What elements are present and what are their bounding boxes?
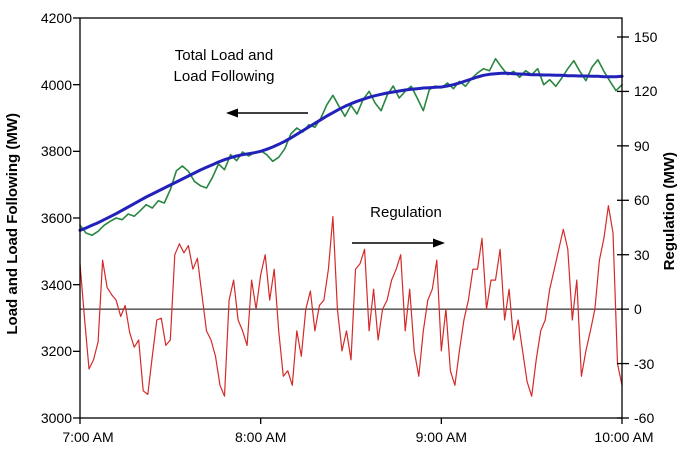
series-total-load [79, 57, 623, 237]
arrow-to-regulation-curve-head [433, 238, 445, 248]
x-axis-tick-label: 7:00 AM [62, 429, 114, 445]
left-axis-tick-label: 3400 [40, 276, 72, 293]
annotation-line: Total Load and [174, 47, 274, 64]
right-axis-tick-label: -60 [634, 410, 655, 426]
right-axis-tick-label: 150 [634, 29, 658, 45]
right-axis-tick-label: 60 [634, 192, 650, 209]
x-axis-tick-label: 9:00 AM [415, 429, 467, 445]
right-axis-tick-label: 30 [634, 246, 650, 263]
annotation-line: Load Following [173, 68, 275, 85]
x-axis-tick-label: 8:00 AM [235, 429, 287, 445]
annotation-line: Regulation [370, 204, 442, 221]
annotation-total-load-and-load-following: Total Load and Load Following [174, 45, 275, 87]
left-axis-tick-label: 3800 [40, 143, 72, 160]
right-axis-tick-label: 0 [634, 301, 642, 318]
x-axis-tick-label: 10:00 AM [594, 429, 654, 445]
right-axis-title: Regulation (MW) [661, 152, 678, 271]
annotation-regulation: Regulation [370, 202, 442, 223]
left-axis-title: Load and Load Following (MW) [4, 113, 21, 335]
arrow-to-load-curves-head [226, 108, 238, 118]
series-load-following [78, 71, 624, 232]
right-axis-tick-label: 120 [634, 83, 658, 100]
left-axis-tick-label: 4200 [40, 10, 72, 26]
right-axis-tick-label: -30 [634, 355, 655, 372]
left-axis-tick-label: 3600 [40, 210, 72, 226]
left-axis-tick-label: 3000 [40, 410, 72, 426]
series-regulation [79, 205, 623, 397]
left-axis-tick-label: 3200 [40, 343, 72, 360]
left-axis-tick-label: 4000 [40, 76, 72, 93]
right-axis-tick-label: 90 [634, 137, 650, 154]
